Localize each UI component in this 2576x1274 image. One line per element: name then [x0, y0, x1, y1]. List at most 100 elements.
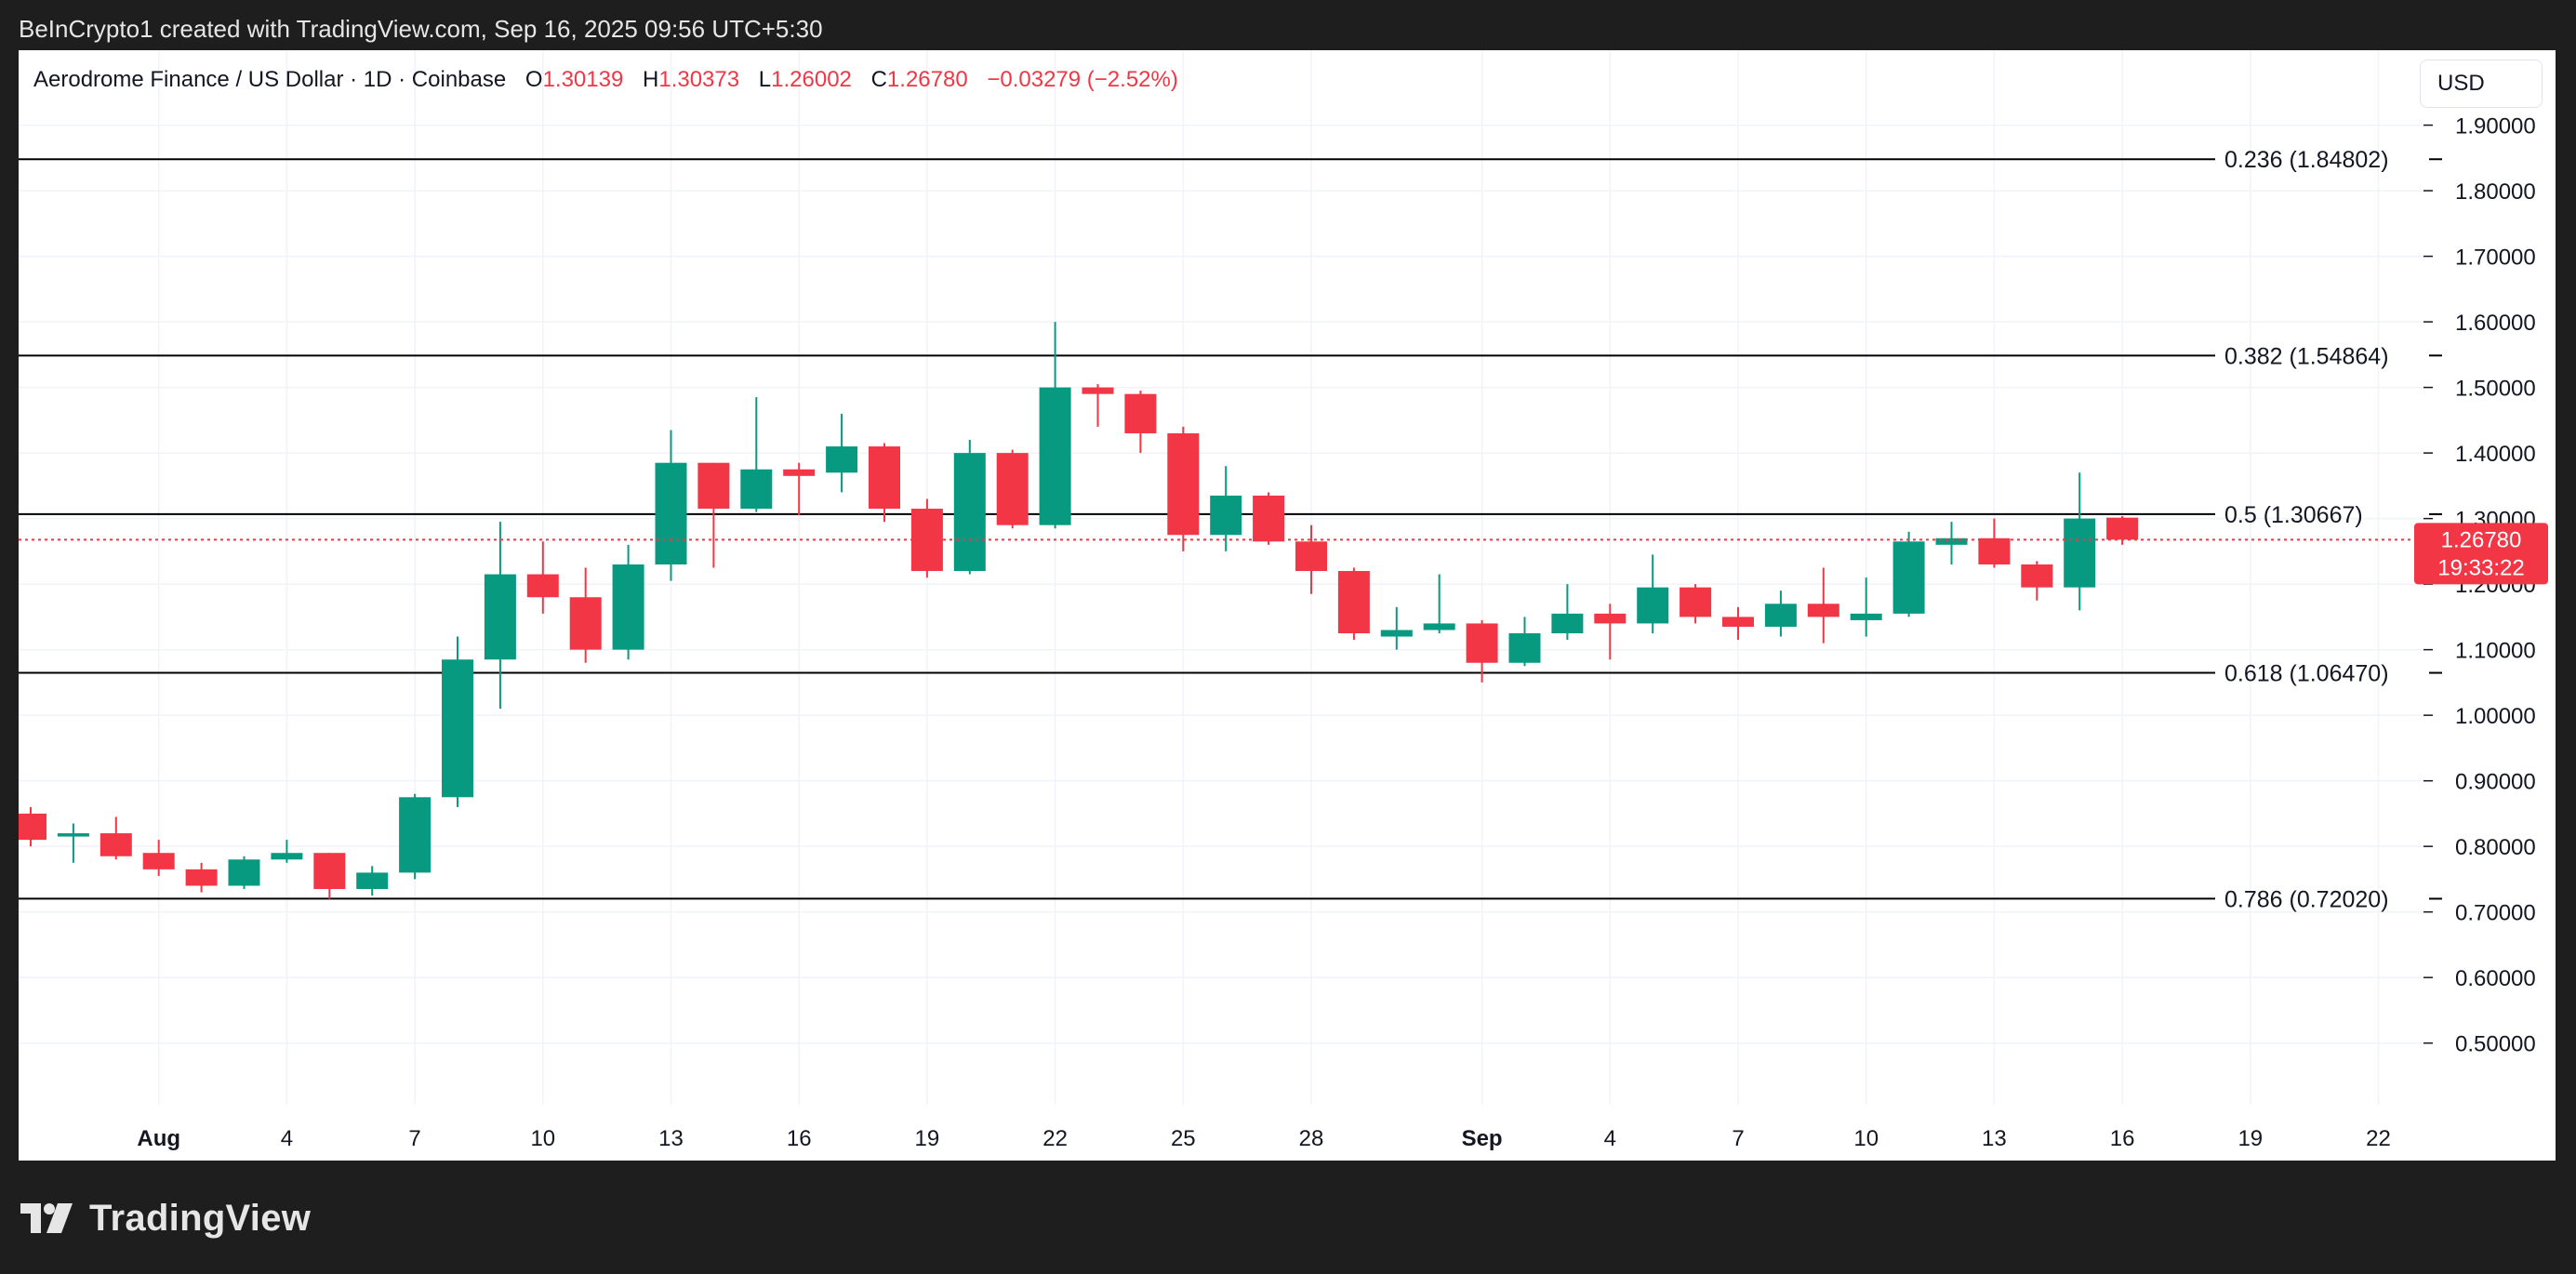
tradingview-logo-icon [20, 1203, 73, 1233]
candle[interactable] [740, 397, 773, 512]
candle-body [1508, 633, 1541, 663]
candlestick-chart[interactable]: 0.236 (1.84802) 0.382 (1.54864) 0.5 (1.306… [19, 50, 2556, 1161]
y-tick-label: 1.60000 [2455, 311, 2536, 336]
candle[interactable] [1935, 522, 1968, 564]
candle[interactable] [953, 440, 986, 575]
candle[interactable] [1722, 606, 1754, 641]
candle[interactable] [697, 462, 730, 568]
x-tick-label: 4 [1604, 1126, 1616, 1151]
currency-button[interactable]: USD [2420, 60, 2543, 108]
candle[interactable] [1337, 567, 1370, 641]
x-tick-label: 19 [2237, 1126, 2263, 1151]
price-axis[interactable]: 0.50000 0.60000 0.70000 0.80000 0.90000 1.000… [2414, 114, 2548, 1057]
candle-body [697, 462, 730, 510]
candle[interactable] [185, 862, 218, 893]
candle[interactable] [2064, 472, 2096, 611]
y-tick-label: 1.50000 [2455, 377, 2536, 402]
y-tick-label: 1.40000 [2455, 442, 2536, 467]
fib-level-label: 0.382 (1.54864) [2224, 343, 2389, 369]
candle[interactable] [612, 544, 644, 660]
fib-level-label: 0.786 (0.72020) [2224, 886, 2389, 912]
candle[interactable] [1892, 531, 1925, 617]
x-tick-label: 10 [530, 1126, 555, 1151]
candle-body [1082, 387, 1114, 394]
candle-body [826, 446, 858, 473]
symbol-header: Aerodrome Finance / US Dollar · 1D · Coi… [33, 65, 1178, 95]
candle-body [271, 853, 303, 860]
candle[interactable] [228, 856, 260, 889]
candle[interactable] [484, 522, 516, 710]
candle-body [228, 859, 260, 886]
candle-body [1892, 541, 1925, 614]
candle[interactable] [1508, 617, 1541, 667]
candle[interactable] [910, 498, 943, 578]
candle-body [1039, 387, 1071, 525]
candle-body [2021, 564, 2053, 588]
candle[interactable] [569, 567, 602, 663]
candle[interactable] [356, 866, 389, 896]
candle[interactable] [655, 430, 687, 581]
candle-body [399, 797, 432, 873]
candle[interactable] [1551, 584, 1584, 641]
candle[interactable] [313, 853, 346, 899]
candle[interactable] [1167, 426, 1200, 551]
candle[interactable] [1680, 584, 1712, 624]
candle-body [142, 853, 175, 869]
candle-body [19, 813, 46, 841]
candle[interactable] [399, 793, 432, 880]
candle[interactable] [783, 462, 816, 516]
candle-body [569, 597, 602, 650]
candle[interactable] [142, 840, 175, 876]
candle[interactable] [1253, 492, 1285, 545]
candle[interactable] [2021, 561, 2053, 601]
candle-body [869, 446, 900, 510]
candle[interactable] [1039, 322, 1071, 529]
candle[interactable] [996, 449, 1029, 529]
candle[interactable] [1210, 466, 1242, 551]
x-tick-label: 10 [1853, 1126, 1879, 1151]
candle[interactable] [826, 413, 858, 493]
candle[interactable] [526, 541, 559, 614]
candle[interactable] [19, 806, 46, 847]
candle[interactable] [1807, 567, 1839, 644]
x-tick-label: 25 [1171, 1126, 1196, 1151]
chart-panel[interactable]: 0.236 (1.84802) 0.382 (1.54864) 0.5 (1.306… [19, 50, 2556, 1161]
candle-body [1167, 432, 1200, 536]
candle-body [1935, 537, 1968, 545]
x-tick-label: 4 [281, 1126, 293, 1151]
tradingview-logo[interactable]: TradingView [20, 1198, 311, 1239]
low-key: L [758, 67, 772, 92]
time-axis[interactable]: Aug 4 7 10 13 16 19 22 25 28 Sep 4 7 10 13 16 19 22 [137, 1126, 2390, 1151]
candle[interactable] [1764, 591, 1797, 637]
candle[interactable] [1295, 524, 1327, 594]
candle-body [484, 574, 516, 660]
candle-body [1680, 587, 1712, 617]
candle[interactable] [1380, 606, 1413, 650]
symbol-title[interactable]: Aerodrome Finance / US Dollar · 1D · Coi… [33, 67, 507, 92]
x-tick-label: 13 [658, 1126, 684, 1151]
candle[interactable] [1124, 391, 1157, 454]
fib-level-label: 0.236 (1.84802) [2224, 147, 2389, 173]
candle-body [1637, 587, 1669, 624]
candle-body [100, 833, 132, 856]
fib-level-label: 0.618 (1.06470) [2224, 661, 2389, 687]
candle[interactable] [1466, 619, 1498, 683]
last-price-value: 1.26780 [2441, 527, 2522, 552]
high-value: 1.30373 [658, 67, 740, 92]
x-tick-label: 28 [1299, 1126, 1324, 1151]
candle[interactable] [271, 840, 303, 863]
y-tick-label: 1.90000 [2455, 114, 2536, 139]
candle-body [2064, 518, 2096, 588]
candle[interactable] [1594, 604, 1627, 660]
candle[interactable] [57, 823, 89, 863]
candle-body [1124, 393, 1157, 433]
candle[interactable] [1978, 518, 2011, 568]
candle[interactable] [869, 443, 900, 523]
candle[interactable] [1850, 577, 1882, 637]
candle[interactable] [1423, 574, 1455, 634]
candle[interactable] [100, 816, 132, 860]
candle[interactable] [442, 636, 473, 807]
candles[interactable] [19, 322, 2139, 899]
candle[interactable] [1082, 384, 1114, 427]
candle[interactable] [1637, 554, 1669, 634]
